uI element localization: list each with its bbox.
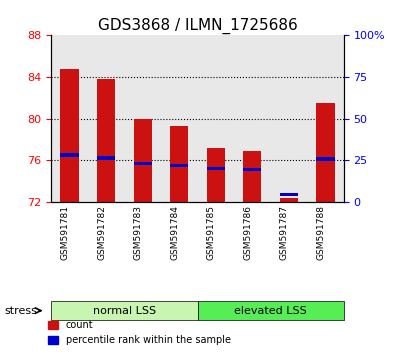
Text: GSM591788: GSM591788 (316, 205, 325, 260)
Bar (51, 35, 88, 202)
Bar (280, 198, 298, 202)
Text: GSM591783: GSM591783 (134, 205, 143, 260)
Text: GSM591784: GSM591784 (170, 205, 179, 260)
Title: GDS3868 / ILMN_1725686: GDS3868 / ILMN_1725686 (98, 18, 297, 34)
Bar (170, 126, 188, 202)
Bar (124, 35, 161, 202)
Bar (97, 156, 115, 160)
Text: GSM591782: GSM591782 (97, 205, 106, 260)
Bar (198, 35, 234, 202)
Bar (316, 103, 335, 202)
Bar (97, 79, 115, 202)
Bar (161, 35, 198, 202)
Text: stress: stress (4, 306, 37, 316)
Bar (60, 153, 79, 157)
Bar (88, 35, 124, 202)
Text: elevated LSS: elevated LSS (234, 306, 307, 316)
Bar (243, 168, 261, 171)
Text: GSM591781: GSM591781 (60, 205, 70, 260)
Bar (271, 35, 307, 202)
Bar (307, 35, 344, 202)
Bar (170, 164, 188, 167)
Bar (60, 69, 79, 202)
Bar (134, 119, 152, 202)
Bar (316, 158, 335, 161)
Bar (243, 151, 261, 202)
Text: GSM591786: GSM591786 (243, 205, 252, 260)
Text: normal LSS: normal LSS (93, 306, 156, 316)
Text: GSM591785: GSM591785 (207, 205, 216, 260)
Bar (207, 148, 225, 202)
Bar (207, 167, 225, 170)
Bar (134, 162, 152, 165)
Legend: count, percentile rank within the sample: count, percentile rank within the sample (44, 316, 235, 349)
Bar (280, 193, 298, 196)
Text: GSM591787: GSM591787 (280, 205, 289, 260)
Bar (234, 35, 271, 202)
